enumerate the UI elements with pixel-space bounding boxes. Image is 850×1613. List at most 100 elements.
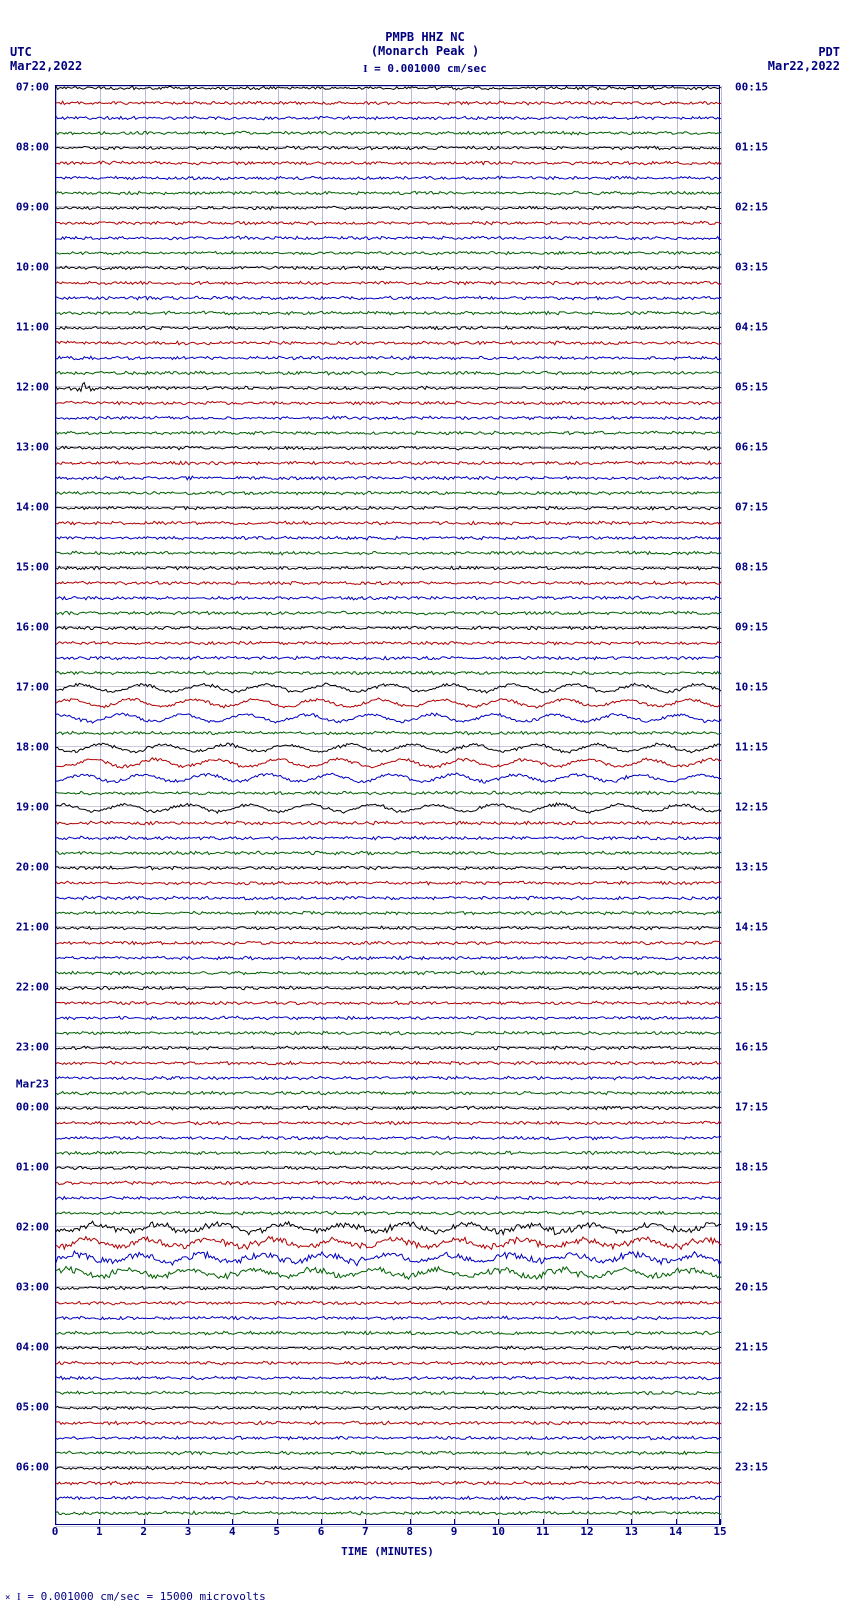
seismic-trace (56, 1346, 721, 1350)
seismogram-plot (55, 85, 720, 1525)
seismic-trace (56, 446, 721, 450)
seismic-trace (56, 551, 721, 555)
seismic-trace (56, 1196, 721, 1200)
seismic-trace (56, 1221, 721, 1235)
pdt-time-labels: 00:1501:1502:1503:1504:1505:1506:1507:15… (730, 85, 850, 1525)
x-tick: 2 (140, 1525, 147, 1538)
pdt-label: 02:15 (735, 201, 768, 214)
seismic-trace (56, 896, 721, 900)
pdt-label: 00:15 (735, 81, 768, 94)
seismic-trace (56, 1436, 721, 1440)
seismic-trace (56, 1091, 721, 1095)
seismic-trace (56, 1301, 721, 1305)
seismic-trace (56, 791, 721, 795)
utc-label: 04:00 (16, 1341, 49, 1354)
timezone-left: UTC Mar22,2022 (10, 45, 82, 73)
seismic-trace (56, 1151, 721, 1155)
seismic-trace (56, 191, 721, 195)
pdt-label: 20:15 (735, 1281, 768, 1294)
utc-label: Mar23 (16, 1078, 49, 1091)
seismic-trace (56, 116, 721, 120)
utc-label: 16:00 (16, 621, 49, 634)
seismic-trace (56, 431, 721, 435)
footer-scale: × I = 0.001000 cm/sec = 15000 microvolts (5, 1590, 266, 1603)
utc-label: 14:00 (16, 501, 49, 514)
utc-label: 07:00 (16, 81, 49, 94)
seismic-trace (56, 1361, 721, 1365)
seismic-trace (56, 1331, 721, 1335)
seismic-trace (56, 341, 721, 345)
seismic-trace (56, 1406, 721, 1410)
pdt-label: 01:15 (735, 141, 768, 154)
x-tick: 11 (536, 1525, 549, 1538)
seismic-trace (56, 1481, 721, 1485)
seismic-trace (56, 1001, 721, 1004)
pdt-label: 19:15 (735, 1221, 768, 1234)
utc-label: 12:00 (16, 381, 49, 394)
pdt-label: 13:15 (735, 861, 768, 874)
seismic-trace (56, 1237, 721, 1250)
utc-label: 15:00 (16, 561, 49, 574)
seismic-trace (56, 491, 721, 495)
seismic-trace (56, 161, 721, 165)
utc-label: 01:00 (16, 1161, 49, 1174)
pdt-label: 12:15 (735, 801, 768, 814)
seismic-trace (56, 1181, 721, 1185)
utc-label: 13:00 (16, 441, 49, 454)
utc-time-labels: 07:0008:0009:0010:0011:0012:0013:0014:00… (0, 85, 52, 1525)
seismic-trace (56, 1511, 721, 1515)
pdt-label: 16:15 (735, 1041, 768, 1054)
seismic-trace (56, 1421, 721, 1425)
utc-label: 19:00 (16, 801, 49, 814)
seismic-trace (56, 281, 721, 285)
pdt-label: 06:15 (735, 441, 768, 454)
plot-header: PMPB HHZ NC (Monarch Peak ) I = 0.001000… (0, 0, 850, 75)
x-tick: 8 (406, 1525, 413, 1538)
seismic-trace (56, 971, 721, 975)
seismic-trace (56, 611, 721, 615)
seismic-trace (56, 731, 721, 734)
pdt-label: 09:15 (735, 621, 768, 634)
pdt-label: 18:15 (735, 1161, 768, 1174)
seismic-trace (56, 941, 721, 945)
pdt-label: 08:15 (735, 561, 768, 574)
seismic-trace (56, 536, 721, 540)
seismic-trace (56, 131, 721, 135)
pdt-label: 22:15 (735, 1401, 768, 1414)
seismic-trace (56, 506, 721, 509)
seismic-trace (56, 1286, 721, 1290)
seismic-trace (56, 266, 721, 270)
seismic-trace (56, 1121, 721, 1125)
x-axis-title: TIME (MINUTES) (55, 1545, 720, 1558)
x-tick: 5 (273, 1525, 280, 1538)
seismic-trace (56, 251, 721, 255)
utc-label: 23:00 (16, 1041, 49, 1054)
seismic-trace (56, 1046, 721, 1050)
seismic-trace (56, 1211, 721, 1215)
x-tick: 0 (52, 1525, 59, 1538)
seismic-trace (56, 596, 721, 600)
pdt-label: 11:15 (735, 741, 768, 754)
seismic-trace (56, 1251, 721, 1266)
x-tick: 6 (318, 1525, 325, 1538)
pdt-label: 21:15 (735, 1341, 768, 1354)
x-tick: 7 (362, 1525, 369, 1538)
x-tick: 10 (492, 1525, 505, 1538)
x-tick: 13 (625, 1525, 638, 1538)
seismic-trace (56, 1016, 721, 1020)
x-tick: 14 (669, 1525, 682, 1538)
utc-label: 02:00 (16, 1221, 49, 1234)
utc-label: 17:00 (16, 681, 49, 694)
seismic-trace (56, 1266, 721, 1279)
seismic-trace (56, 326, 721, 329)
utc-label: 00:00 (16, 1101, 49, 1114)
seismic-trace (56, 911, 721, 915)
seismic-trace (56, 356, 721, 360)
seismic-trace (56, 1391, 721, 1395)
x-tick: 12 (580, 1525, 593, 1538)
seismic-trace (56, 743, 721, 753)
seismic-trace (56, 986, 721, 990)
pdt-label: 07:15 (735, 501, 768, 514)
seismic-trace (56, 581, 721, 585)
seismic-trace (56, 641, 721, 644)
